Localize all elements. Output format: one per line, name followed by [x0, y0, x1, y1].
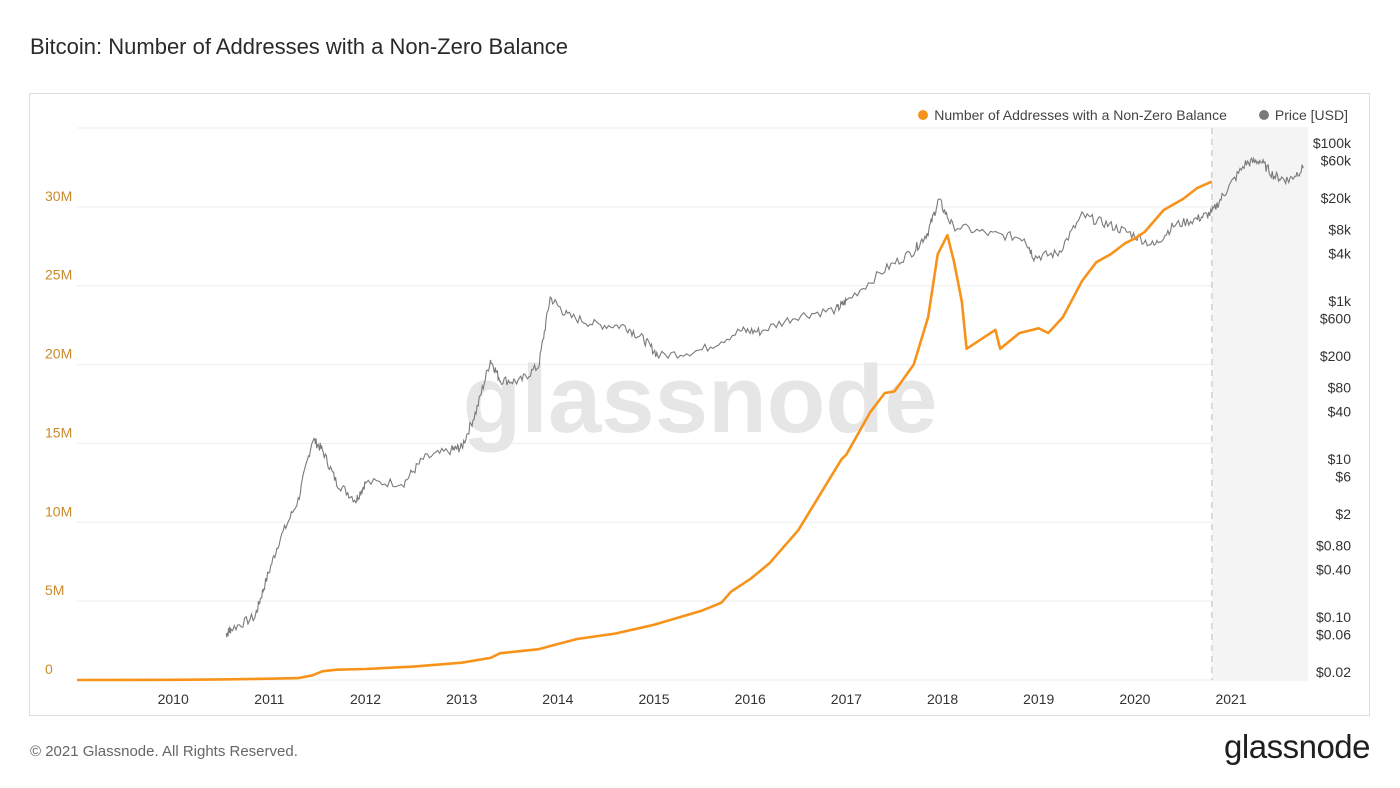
- left-axis-tick-label: 30M: [45, 188, 72, 204]
- x-axis-tick-label: 2015: [638, 691, 669, 707]
- right-axis-tick-label: $1k: [1328, 293, 1352, 309]
- right-axis-tick-label: $0.10: [1316, 609, 1351, 625]
- x-axis-tick-label: 2013: [446, 691, 477, 707]
- right-axis-tick-label: $0.06: [1316, 626, 1351, 642]
- legend-label-price: Price [USD]: [1274, 107, 1348, 123]
- right-axis-tick-label: $60k: [1321, 153, 1352, 169]
- x-axis-tick-label: 2010: [158, 691, 189, 707]
- right-axis-tick-label: $4k: [1328, 245, 1352, 261]
- right-axis-tick-label: $8k: [1328, 222, 1352, 238]
- addresses-series-line: [76, 180, 1213, 682]
- left-axis-tick-label: 15M: [45, 424, 72, 440]
- right-axis-tick-label: $2: [1335, 506, 1351, 522]
- x-axis-tick-label: 2016: [735, 691, 766, 707]
- grid-layer: [77, 127, 1308, 681]
- left-axis: 0 5M 10M 15M 20M 25M 30M: [45, 188, 72, 677]
- orange-dot-icon: [918, 110, 929, 120]
- x-axis-tick-label: 2018: [927, 691, 958, 707]
- gray-dot-icon: [1258, 110, 1269, 120]
- x-axis-tick-label: 2012: [350, 691, 381, 707]
- x-axis: 2010 2011 2012 2013 2014 2015 2016 2017 2018 2019…: [158, 691, 1247, 707]
- right-axis-tick-label: $0.02: [1316, 664, 1351, 680]
- right-axis-tick-label: $10: [1328, 451, 1352, 467]
- left-axis-tick-label: 0: [45, 661, 53, 677]
- left-axis-tick-label: 25M: [45, 267, 72, 283]
- x-axis-tick-label: 2017: [831, 691, 862, 707]
- x-axis-tick-label: 2011: [254, 691, 284, 707]
- legend: Number of Addresses with a Non-Zero Bala…: [918, 107, 1348, 123]
- right-axis-tick-label: $600: [1320, 310, 1351, 326]
- right-axis: $100k$60k$20k$8k$4k$1k$600$200$80$40$10$…: [1313, 135, 1352, 680]
- footer-copyright: © 2021 Glassnode. All Rights Reserved.: [30, 743, 298, 760]
- right-axis-tick-label: $0.40: [1316, 561, 1351, 577]
- right-axis-tick-label: $200: [1320, 348, 1351, 364]
- chart-frame: [29, 93, 1370, 716]
- legend-item-price[interactable]: Price [USD]: [1258, 107, 1348, 123]
- watermark: glassnode: [463, 346, 938, 453]
- x-axis-tick-label: 2019: [1023, 691, 1054, 707]
- left-axis-tick-label: 10M: [45, 503, 72, 519]
- right-axis-tick-label: $80: [1328, 380, 1352, 396]
- price-series-line: [225, 156, 1304, 638]
- right-axis-tick-label: $20k: [1321, 190, 1352, 206]
- x-axis-tick-label: 2020: [1119, 691, 1150, 707]
- right-axis-tick-label: $40: [1328, 403, 1352, 419]
- left-axis-tick-label: 5M: [45, 582, 64, 598]
- page-title: Bitcoin: Number of Addresses with a Non-…: [30, 34, 569, 59]
- x-axis-tick-label: 2021: [1215, 691, 1246, 707]
- left-axis-tick-label: 20M: [45, 346, 72, 362]
- right-axis-tick-label: $0.80: [1316, 537, 1351, 553]
- legend-label-addresses: Number of Addresses with a Non-Zero Bala…: [934, 107, 1227, 123]
- legend-item-addresses[interactable]: Number of Addresses with a Non-Zero Bala…: [918, 107, 1227, 123]
- forecast-band: [1211, 128, 1308, 680]
- right-axis-tick-label: $100k: [1313, 135, 1352, 151]
- glassnode-logo[interactable]: glassnode: [1224, 728, 1370, 765]
- x-axis-tick-label: 2014: [542, 691, 573, 707]
- right-axis-tick-label: $6: [1335, 468, 1351, 484]
